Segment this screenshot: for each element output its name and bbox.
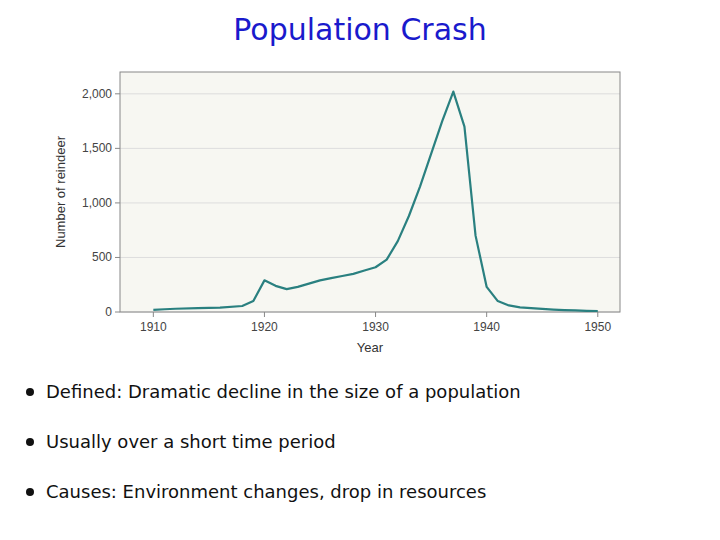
bullet-list: Defined: Dramatic decline in the size of… — [26, 381, 521, 502]
y-tick-label: 0 — [105, 305, 112, 319]
page: Population Crash 0 500 1,000 1,500 2,000 1910 1… — [0, 0, 720, 540]
x-tick-label: 1950 — [584, 320, 611, 334]
grid-line — [120, 93, 620, 94]
x-tick — [153, 312, 154, 317]
grid-line — [120, 148, 620, 149]
y-tick — [115, 257, 120, 258]
plot-frame — [120, 72, 620, 312]
x-tick — [264, 312, 265, 317]
y-tick — [115, 202, 120, 203]
y-tick — [115, 148, 120, 149]
y-tick — [115, 93, 120, 94]
y-tick-label: 1,000 — [82, 196, 112, 210]
grid-line — [120, 202, 620, 203]
bullet-text: Defined: Dramatic decline in the size of… — [46, 381, 521, 402]
y-tick-label: 1,500 — [82, 141, 112, 155]
bullet — [26, 388, 34, 396]
title: Population Crash — [233, 12, 486, 47]
y-tick-label: 2,000 — [82, 87, 112, 101]
bullet-text: Usually over a short time period — [46, 431, 336, 452]
y-axis-label: Number of reindeer — [53, 135, 68, 248]
bullet-text: Causes: Environment changes, drop in res… — [46, 481, 486, 502]
bullet — [26, 438, 34, 446]
x-tick — [597, 312, 598, 317]
y-tick-label: 500 — [92, 250, 112, 264]
grid-line — [120, 257, 620, 258]
population-line — [153, 92, 597, 311]
x-tick-label: 1940 — [473, 320, 500, 334]
bullet — [26, 488, 34, 496]
x-axis-label: Year — [357, 340, 384, 355]
x-tick — [486, 312, 487, 317]
y-tick — [115, 312, 120, 313]
series — [153, 92, 597, 311]
x-tick-label: 1930 — [362, 320, 389, 334]
axes: 0 500 1,000 1,500 2,000 1910 1920 1930 1940 1950 — [82, 72, 620, 334]
x-tick-label: 1920 — [251, 320, 278, 334]
x-tick-label: 1910 — [140, 320, 167, 334]
x-tick — [375, 312, 376, 317]
plot-background — [120, 72, 620, 312]
